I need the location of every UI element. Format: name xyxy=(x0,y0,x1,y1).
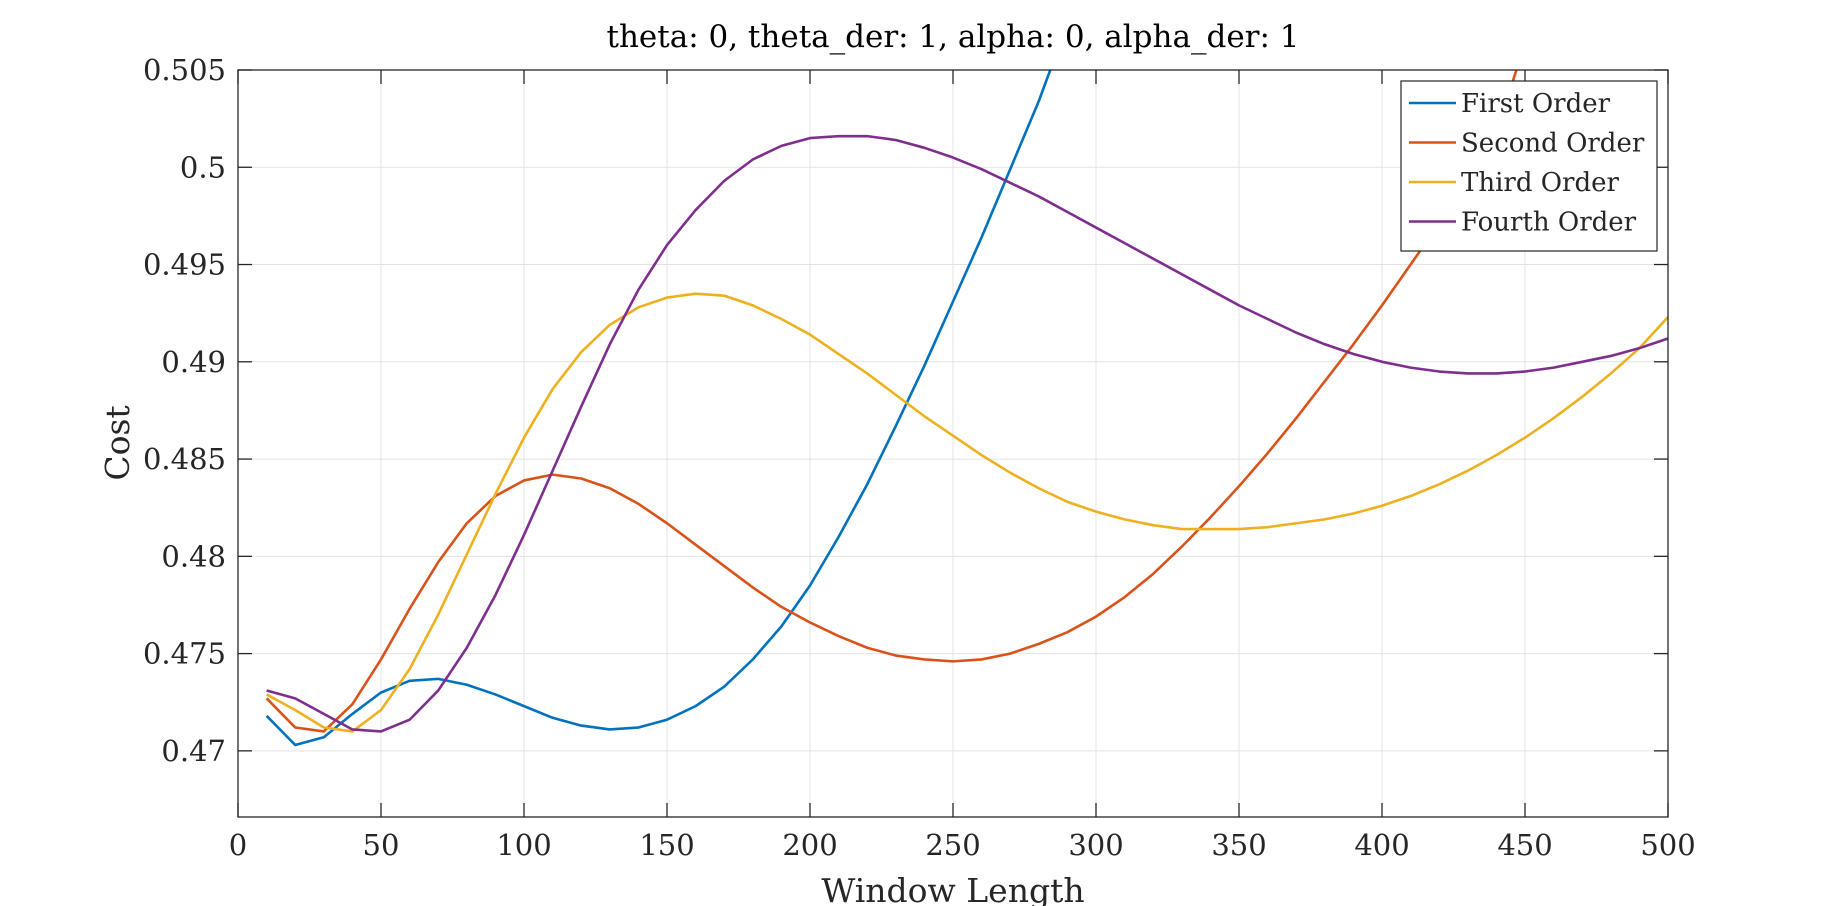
x-tick-label: 350 xyxy=(1211,828,1266,862)
x-tick-label: 200 xyxy=(782,828,837,862)
y-tick-label: 0.47 xyxy=(161,734,226,768)
series-group xyxy=(265,70,1668,747)
y-axis-title: Cost xyxy=(98,405,137,480)
series-line-second-order xyxy=(265,70,1518,733)
x-tick-label: 300 xyxy=(1068,828,1123,862)
x-tick-label: 50 xyxy=(363,828,400,862)
x-tick-label: 450 xyxy=(1497,828,1552,862)
x-axis-title: Window Length xyxy=(821,871,1084,906)
series-line-fourth-order xyxy=(266,134,1668,733)
y-tick-label: 0.475 xyxy=(143,637,226,671)
legend-label-fourth-order: Fourth Order xyxy=(1461,208,1637,238)
legend-label-third-order: Third Order xyxy=(1461,168,1620,198)
x-tick-label: 0 xyxy=(229,828,247,862)
y-tick-label: 0.48 xyxy=(161,539,226,573)
axis-ticks: 0 50 100 150 200 250 300 350 400 450 500 0.47 0.475 0… xyxy=(143,53,1696,862)
legend-label-second-order: Second Order xyxy=(1461,129,1645,159)
chart-title: theta: 0, theta_der: 1, alpha: 0, alpha_… xyxy=(606,19,1299,55)
x-tick-label: 400 xyxy=(1354,828,1409,862)
y-tick-label: 0.49 xyxy=(161,345,226,379)
y-tick-label: 0.5 xyxy=(180,150,226,184)
y-tick-label: 0.485 xyxy=(143,442,226,476)
x-tick-label: 500 xyxy=(1640,828,1695,862)
legend: First Order Second Order Third Order Fourth… xyxy=(1400,80,1658,252)
x-tick-label: 150 xyxy=(639,828,694,862)
y-tick-label: 0.495 xyxy=(143,248,226,282)
y-tick-label: 0.505 xyxy=(143,53,226,87)
legend-label-first-order: First Order xyxy=(1461,89,1611,119)
x-tick-label: 250 xyxy=(925,828,980,862)
x-tick-label: 100 xyxy=(496,828,551,862)
series-line-third-order xyxy=(265,292,1668,733)
